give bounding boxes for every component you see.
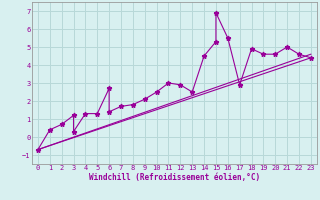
X-axis label: Windchill (Refroidissement éolien,°C): Windchill (Refroidissement éolien,°C) xyxy=(89,173,260,182)
